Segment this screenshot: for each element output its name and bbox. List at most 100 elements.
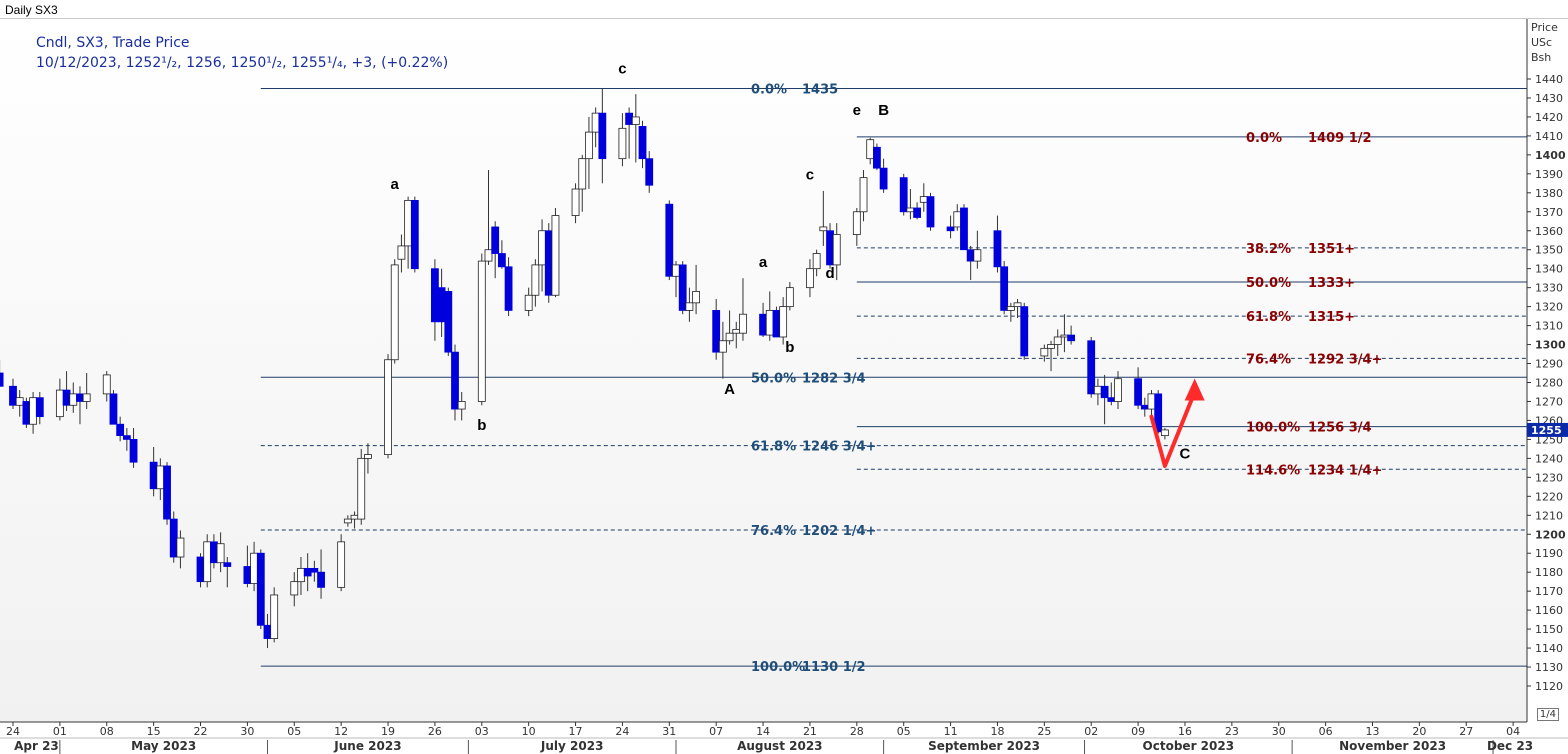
candle-body[interactable] bbox=[759, 313, 767, 336]
candle-body[interactable] bbox=[772, 310, 781, 338]
candle-body[interactable] bbox=[618, 127, 627, 160]
candle-body[interactable] bbox=[1140, 404, 1149, 410]
candle-body[interactable] bbox=[156, 465, 165, 490]
candle-body[interactable] bbox=[357, 457, 366, 520]
candle-body[interactable] bbox=[638, 126, 647, 160]
candle-body[interactable] bbox=[1160, 429, 1169, 437]
candle-body[interactable] bbox=[899, 177, 908, 213]
candle-body[interactable] bbox=[953, 211, 962, 228]
candle-body[interactable] bbox=[484, 249, 493, 262]
candle-body[interactable] bbox=[1040, 347, 1049, 357]
candle-body[interactable] bbox=[551, 215, 560, 296]
candle-body[interactable] bbox=[203, 541, 212, 583]
candle-body[interactable] bbox=[993, 230, 1002, 268]
candle-body[interactable] bbox=[631, 116, 640, 125]
candle-body[interactable] bbox=[960, 207, 968, 251]
candle-body[interactable] bbox=[431, 268, 439, 323]
candle-body[interactable] bbox=[859, 177, 868, 213]
candle-body[interactable] bbox=[176, 537, 185, 558]
candle-body[interactable] bbox=[1000, 266, 1009, 311]
candle-body[interactable] bbox=[591, 112, 600, 133]
candle-body[interactable] bbox=[337, 541, 346, 588]
candle-body[interactable] bbox=[571, 188, 580, 216]
candle-body[interactable] bbox=[765, 310, 774, 336]
candle-body[interactable] bbox=[129, 439, 138, 463]
candle-body[interactable] bbox=[524, 294, 533, 311]
candle-body[interactable] bbox=[196, 556, 205, 583]
candle-body[interactable] bbox=[122, 435, 131, 440]
candle-body[interactable] bbox=[343, 518, 352, 524]
candle-body[interactable] bbox=[538, 230, 546, 266]
candle-body[interactable] bbox=[397, 245, 406, 260]
candle-body[interactable] bbox=[290, 581, 299, 596]
candle-body[interactable] bbox=[55, 389, 64, 418]
candle-body[interactable] bbox=[1053, 336, 1062, 345]
candle-body[interactable] bbox=[1087, 340, 1096, 395]
candle-body[interactable] bbox=[270, 594, 279, 639]
candle-body[interactable] bbox=[364, 454, 372, 459]
candle-body[interactable] bbox=[297, 567, 305, 583]
candle-body[interactable] bbox=[504, 266, 513, 311]
candle-body[interactable] bbox=[310, 567, 319, 573]
candle-body[interactable] bbox=[1006, 306, 1015, 311]
candle-body[interactable] bbox=[826, 230, 834, 266]
candle-body[interactable] bbox=[926, 196, 935, 228]
candle-body[interactable] bbox=[317, 571, 325, 588]
candle-body[interactable] bbox=[491, 226, 500, 254]
candle-body[interactable] bbox=[1013, 302, 1022, 308]
candle-body[interactable] bbox=[169, 518, 178, 558]
candle-body[interactable] bbox=[879, 167, 888, 190]
candle-body[interactable] bbox=[243, 566, 252, 584]
candle-body[interactable] bbox=[1020, 306, 1029, 357]
candle-body[interactable] bbox=[384, 359, 392, 455]
candle-body[interactable] bbox=[1154, 393, 1163, 433]
candle-body[interactable] bbox=[665, 203, 674, 277]
candle-body[interactable] bbox=[390, 264, 399, 361]
candle-body[interactable] bbox=[0, 372, 4, 387]
candle-body[interactable] bbox=[451, 351, 459, 410]
candle-body[interactable] bbox=[477, 260, 486, 402]
candle-body[interactable] bbox=[149, 461, 158, 490]
candle-body[interactable] bbox=[852, 211, 861, 235]
candle-body[interactable] bbox=[873, 146, 881, 169]
candle-body[interactable] bbox=[678, 264, 687, 311]
candle-body[interactable] bbox=[725, 332, 734, 342]
candle-body[interactable] bbox=[1134, 378, 1142, 406]
candle-body[interactable] bbox=[1047, 344, 1055, 349]
candle-body[interactable] bbox=[410, 199, 419, 270]
ratio-label[interactable]: 1/4 bbox=[1536, 708, 1559, 721]
candle-body[interactable] bbox=[779, 306, 788, 338]
candle-body[interactable] bbox=[866, 139, 875, 160]
candle-body[interactable] bbox=[1100, 385, 1109, 399]
candle-body[interactable] bbox=[1147, 393, 1156, 410]
candle-body[interactable] bbox=[216, 543, 225, 564]
candle-body[interactable] bbox=[718, 340, 727, 353]
candle-body[interactable] bbox=[812, 253, 821, 270]
candle-body[interactable] bbox=[692, 291, 700, 304]
candle-body[interactable] bbox=[457, 401, 466, 410]
candle-body[interactable] bbox=[732, 328, 741, 334]
candle-body[interactable] bbox=[76, 393, 84, 402]
candle-body[interactable] bbox=[672, 264, 680, 277]
candle-body[interactable] bbox=[444, 291, 453, 353]
candle-body[interactable] bbox=[35, 397, 44, 418]
candle-body[interactable] bbox=[906, 207, 915, 213]
candle-body[interactable] bbox=[806, 268, 814, 289]
candle-body[interactable] bbox=[102, 374, 111, 395]
candle-body[interactable] bbox=[819, 226, 828, 232]
candle-body[interactable] bbox=[578, 158, 587, 190]
candle-body[interactable] bbox=[210, 541, 218, 564]
candle-body[interactable] bbox=[1094, 385, 1102, 395]
candle-body[interactable] bbox=[531, 264, 540, 296]
candle-body[interactable] bbox=[1060, 334, 1069, 338]
candle-body[interactable] bbox=[69, 393, 78, 406]
candle-body[interactable] bbox=[739, 313, 747, 334]
candle-body[interactable] bbox=[585, 131, 593, 160]
candle-body[interactable] bbox=[404, 199, 413, 247]
candle-body[interactable] bbox=[223, 562, 232, 567]
candle-body[interactable] bbox=[263, 624, 272, 639]
candle-body[interactable] bbox=[29, 397, 37, 425]
candle-body[interactable] bbox=[1067, 334, 1076, 342]
candle-body[interactable] bbox=[625, 112, 634, 125]
